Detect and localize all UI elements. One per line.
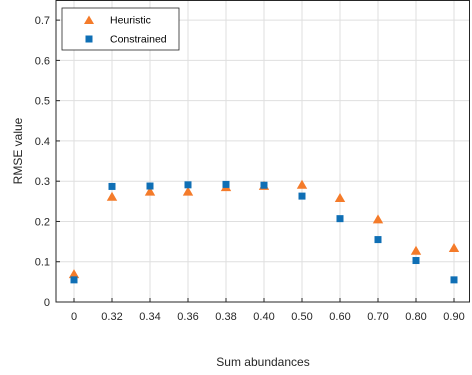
heuristic-point [182,186,194,196]
constrained-point [412,257,420,265]
y-tick-label: 0 [44,297,50,309]
y-axis-label: RMSE value [11,117,25,184]
y-tick-label: 0.2 [35,216,50,228]
legend-label-heuristic: Heuristic [110,15,151,27]
x-tick-label: 0.32 [101,311,122,323]
constrained-point [108,182,116,190]
legend: Heuristic Constrained [61,7,180,51]
constrained-point [450,276,458,284]
legend-box [61,7,180,51]
constrained-point [70,276,78,284]
x-tick-label: 0.34 [139,311,160,323]
constrained-point [146,182,154,190]
x-tick-label: 0.40 [253,311,274,323]
heuristic-point [296,179,308,189]
legend-marker-constrained [85,35,93,43]
y-tick-label: 0.6 [35,55,50,67]
x-tick-label: 0.38 [215,311,236,323]
heuristic-point [334,193,346,203]
x-tick-label: 0.80 [405,311,426,323]
heuristic-point [410,245,422,255]
x-tick-label: 0.50 [291,311,312,323]
constrained-point [336,215,344,223]
ticks: 00.10.20.30.40.50.60.70 0.32 0.34 0.36 0.38 0… [35,15,465,323]
data-marks [68,179,460,284]
x-tick-label: 0.70 [367,311,388,323]
plot-frame [55,0,470,303]
heuristic-point [448,242,460,252]
constrained-point [184,181,192,189]
x-tick-label: 0 [71,311,77,323]
x-tick-label: 0.90 [443,311,464,323]
heuristic-point [68,269,80,279]
constrained-point [374,236,382,244]
heuristic-point [144,186,156,196]
constrained-point [260,181,268,189]
x-tick-label: 0.36 [177,311,198,323]
y-tick-label: 0.4 [35,136,50,148]
constrained-point [298,192,306,200]
y-tick-label: 0.7 [35,15,50,27]
y-tick-label: 0.1 [35,257,50,269]
x-axis-label: Sum abundances [216,355,309,369]
constrained-point [222,180,230,188]
x-tick-label: 0.60 [329,311,350,323]
y-tick-label: 0.3 [35,176,50,188]
heuristic-point [372,214,384,224]
heuristic-point [106,191,118,201]
y-tick-label: 0.5 [35,96,50,108]
legend-label-constrained: Constrained [110,34,167,46]
legend-marker-heuristic [84,15,94,24]
